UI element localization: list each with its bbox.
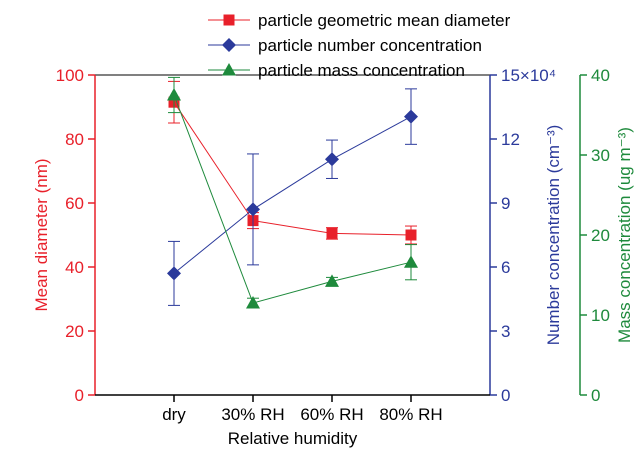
legend-marker	[222, 38, 236, 52]
x-tick-label: 80% RH	[379, 405, 442, 424]
series-1	[168, 80, 417, 245]
left-y-axis-title: Mean diameter (nm)	[32, 158, 51, 311]
number-axis-tick-label: 12	[501, 130, 520, 149]
number-concentration-axis: 0 3 6 9 12 15×10⁴	[489, 66, 556, 405]
number-axis-tick-label: 9	[501, 194, 510, 213]
legend-marker	[222, 63, 236, 76]
series-line	[173, 101, 412, 236]
series-3	[167, 76, 418, 309]
data-point	[325, 274, 339, 287]
series-line	[173, 94, 412, 304]
legend-item-3: particle mass concentration	[208, 61, 465, 80]
data-point	[404, 255, 418, 268]
number-axis-tick-label: 3	[501, 322, 510, 341]
left-y-axis-tick-label: 60	[65, 194, 84, 213]
number-axis-tick-label: 6	[501, 258, 510, 277]
x-axis-title: Relative humidity	[228, 429, 358, 448]
x-tick-label: dry	[162, 405, 186, 424]
number-concentration-axis-title: Number concentration (cm⁻³)	[544, 125, 563, 346]
left-y-axis-tick-label: 0	[75, 386, 84, 405]
data-point	[325, 152, 339, 167]
mass-axis-tick-label: 20	[591, 226, 610, 245]
left-y-axis: 0 20 40 60 80 100	[56, 66, 96, 405]
left-y-axis-tick-label: 20	[65, 322, 84, 341]
mass-concentration-axis-title: Mass concentration (ug m⁻³)	[615, 127, 634, 343]
mass-concentration-axis: 0 10 20 30 40	[579, 66, 610, 405]
plot-frame	[94, 74, 491, 396]
legend: particle geometric mean diameter particle…	[208, 11, 511, 80]
left-y-axis-tick-label: 40	[65, 258, 84, 277]
left-y-axis-tick-label: 80	[65, 130, 84, 149]
data-point	[326, 227, 338, 239]
legend-label: particle geometric mean diameter	[258, 11, 511, 30]
left-y-axis-tick-label: 100	[56, 66, 84, 85]
number-axis-tick-label: 15×10⁴	[501, 66, 556, 85]
mass-axis-tick-label: 40	[591, 66, 610, 85]
data-point	[167, 266, 181, 281]
mass-axis-tick-label: 10	[591, 306, 610, 325]
data-point	[246, 296, 260, 309]
mass-axis-tick-label: 30	[591, 146, 610, 165]
data-point	[405, 229, 417, 241]
number-axis-tick-label: 0	[501, 386, 510, 405]
series-layer	[167, 76, 418, 309]
data-point	[404, 109, 418, 124]
x-tick-label: 30% RH	[221, 405, 284, 424]
series-line	[173, 116, 412, 274]
data-point	[246, 202, 260, 217]
legend-label: particle number concentration	[258, 36, 482, 55]
x-tick-label: 60% RH	[300, 405, 363, 424]
data-point	[167, 88, 181, 101]
x-axis: dry 30% RH 60% RH 80% RH	[95, 394, 490, 424]
legend-label: particle mass concentration	[258, 61, 465, 80]
mass-axis-tick-label: 0	[591, 386, 600, 405]
series-2	[167, 88, 418, 306]
legend-item-1: particle geometric mean diameter	[208, 11, 511, 30]
legend-item-2: particle number concentration	[208, 36, 482, 55]
legend-marker	[223, 14, 235, 26]
